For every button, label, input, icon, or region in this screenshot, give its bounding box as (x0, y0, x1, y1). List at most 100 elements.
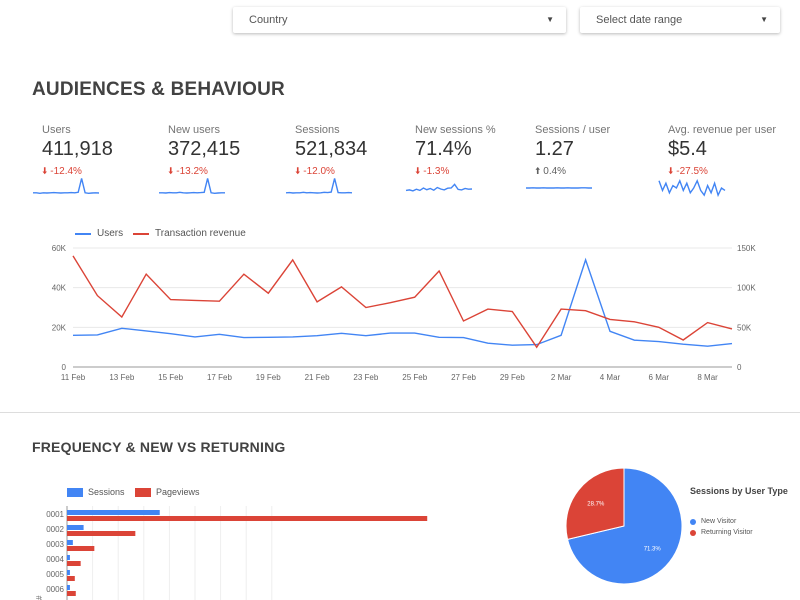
kpi-delta-value: -13.2% (176, 166, 208, 177)
bar-category-label: 0003 (46, 540, 64, 549)
section-divider (0, 412, 800, 413)
y-left-tick-label: 0 (62, 363, 67, 372)
kpi-card[interactable]: Sessions / user 1.27 🠩 0.4% (535, 124, 655, 181)
bar-category-label: 0001 (46, 510, 64, 519)
pie-slice-label: 71.3% (644, 546, 662, 552)
y-right-tick-label: 50K (737, 323, 752, 332)
kpi-delta-value: -12.0% (303, 166, 335, 177)
pie-chart-title: Sessions by User Type (690, 486, 788, 496)
pie-slice-label: 28.7% (587, 502, 605, 508)
sessions-bar[interactable] (67, 585, 70, 590)
kpi-sparkline (526, 187, 592, 189)
pie-slice-returning-visitor[interactable] (565, 467, 625, 540)
kpi-card[interactable]: New sessions % 71.4% 🠫 -1.3% (415, 124, 535, 181)
sessions-bar[interactable] (67, 540, 73, 545)
legend-dot-new (690, 518, 696, 525)
pageviews-bar[interactable] (67, 546, 95, 551)
x-tick-label: 19 Feb (256, 373, 281, 382)
legend-sessions[interactable]: Sessions (67, 487, 125, 497)
x-tick-label: 4 Mar (600, 373, 621, 382)
kpi-value: 521,834 (295, 138, 368, 160)
arrow-down-icon: 🠫 (415, 166, 421, 177)
sparkline-path (658, 178, 726, 198)
bar-category-label: 0005 (46, 570, 64, 579)
legend-label-sessions: Sessions (88, 487, 125, 497)
legend-label-revenue: Transaction revenue (155, 228, 246, 239)
legend-pageviews[interactable]: Pageviews (135, 487, 200, 497)
kpi-card[interactable]: Avg. revenue per user $5.4 🠫 -27.5% (668, 124, 788, 181)
sessions-bar[interactable] (67, 510, 160, 515)
pageviews-bar[interactable] (67, 576, 75, 581)
x-tick-label: 29 Feb (500, 373, 525, 382)
kpi-value: 372,415 (168, 138, 241, 160)
sessions-bar[interactable] (67, 570, 70, 575)
x-tick-label: 8 Mar (697, 373, 718, 382)
pageviews-bar[interactable] (67, 516, 428, 521)
pie-legend-label-returning: Returning Visitor (701, 529, 753, 536)
y-axis-title-stub: # (35, 595, 44, 600)
kpi-label: Sessions (295, 124, 340, 136)
x-tick-label: 6 Mar (649, 373, 670, 382)
x-tick-label: 15 Feb (158, 373, 183, 382)
kpi-card[interactable]: Users 411,918 🠫 -12.4% (42, 124, 162, 181)
bar-category-label: 0002 (46, 525, 64, 534)
kpi-value: $5.4 (668, 138, 707, 160)
kpi-sparkline (658, 178, 726, 198)
legend-swatch-sessions (67, 487, 83, 497)
x-tick-label: 25 Feb (402, 373, 427, 382)
kpi-delta: 🠫 -27.5% (668, 164, 788, 181)
pie-legend-new-visitor[interactable]: New Visitor (690, 518, 736, 525)
bar-category-label: 0006 (46, 585, 64, 594)
sessions-bar[interactable] (67, 525, 84, 530)
legend-label-users: Users (97, 228, 124, 239)
kpi-sparkline (285, 178, 353, 194)
legend-users[interactable]: Users (75, 228, 123, 239)
country-filter-dropdown[interactable]: Country ▼ (233, 7, 566, 33)
users-series-line[interactable] (72, 257, 733, 347)
date-range-dropdown[interactable]: Select date range ▼ (580, 7, 780, 33)
arrow-down-icon: 🠫 (168, 166, 174, 177)
section-title-frequency: FREQUENCY & NEW VS RETURNING (32, 439, 286, 455)
date-range-label: Select date range (596, 14, 683, 26)
caret-down-icon: ▼ (760, 15, 768, 24)
legend-dot-returning (690, 529, 696, 536)
users-revenue-line-chart[interactable]: 0 20K 40K 60K 0 50K 100K 150K 11 Feb 13 Feb 15 Feb… (0, 238, 800, 388)
y-right-tick-label: 100K (737, 284, 756, 293)
pie-legend-returning-visitor[interactable]: Returning Visitor (690, 529, 753, 536)
arrow-down-icon: 🠫 (295, 166, 301, 177)
user-type-pie-chart[interactable]: 71.3% 28.7% (560, 466, 690, 590)
legend-line-users (75, 232, 91, 235)
kpi-delta: 🠩 0.4% (535, 164, 655, 181)
sparkline-path (285, 178, 353, 194)
frequency-bar-chart[interactable]: 0001 0002 0003 0004 0005 0006# (0, 500, 500, 600)
kpi-value: 1.27 (535, 138, 574, 160)
kpi-label: New sessions % (415, 124, 496, 136)
y-left-tick-label: 40K (52, 284, 67, 293)
pie-slice-new-visitor[interactable] (566, 467, 683, 585)
kpi-delta-value: -12.4% (50, 166, 82, 177)
kpi-sparkline (33, 178, 100, 195)
sessions-bar[interactable] (67, 555, 70, 560)
pageviews-bar[interactable] (67, 561, 81, 566)
kpi-delta: 🠫 -12.4% (42, 164, 162, 181)
legend-revenue[interactable]: Transaction revenue (133, 228, 246, 239)
kpi-delta-value: -1.3% (423, 166, 450, 177)
pageviews-bar[interactable] (67, 591, 76, 596)
arrow-down-icon: 🠫 (668, 166, 674, 177)
kpi-card[interactable]: Sessions 521,834 🠫 -12.0% (295, 124, 415, 181)
kpi-card[interactable]: New users 372,415 🠫 -13.2% (168, 124, 288, 181)
revenue-series-line[interactable] (72, 255, 733, 349)
kpi-label: Avg. revenue per user (668, 124, 777, 136)
x-tick-label: 2 Mar (551, 373, 572, 382)
legend-swatch-pageviews (135, 487, 151, 497)
sparkline-path (159, 178, 225, 195)
kpi-label: New users (168, 124, 220, 136)
x-tick-label: 27 Feb (451, 373, 476, 382)
kpi-value: 71.4% (415, 138, 472, 160)
sparkline-path (405, 183, 473, 192)
x-tick-label: 17 Feb (207, 373, 232, 382)
arrow-down-icon: 🠫 (42, 166, 48, 177)
pageviews-bar[interactable] (67, 531, 136, 536)
kpi-delta: 🠫 -12.0% (295, 164, 415, 181)
kpi-delta-value: -27.5% (676, 166, 708, 177)
